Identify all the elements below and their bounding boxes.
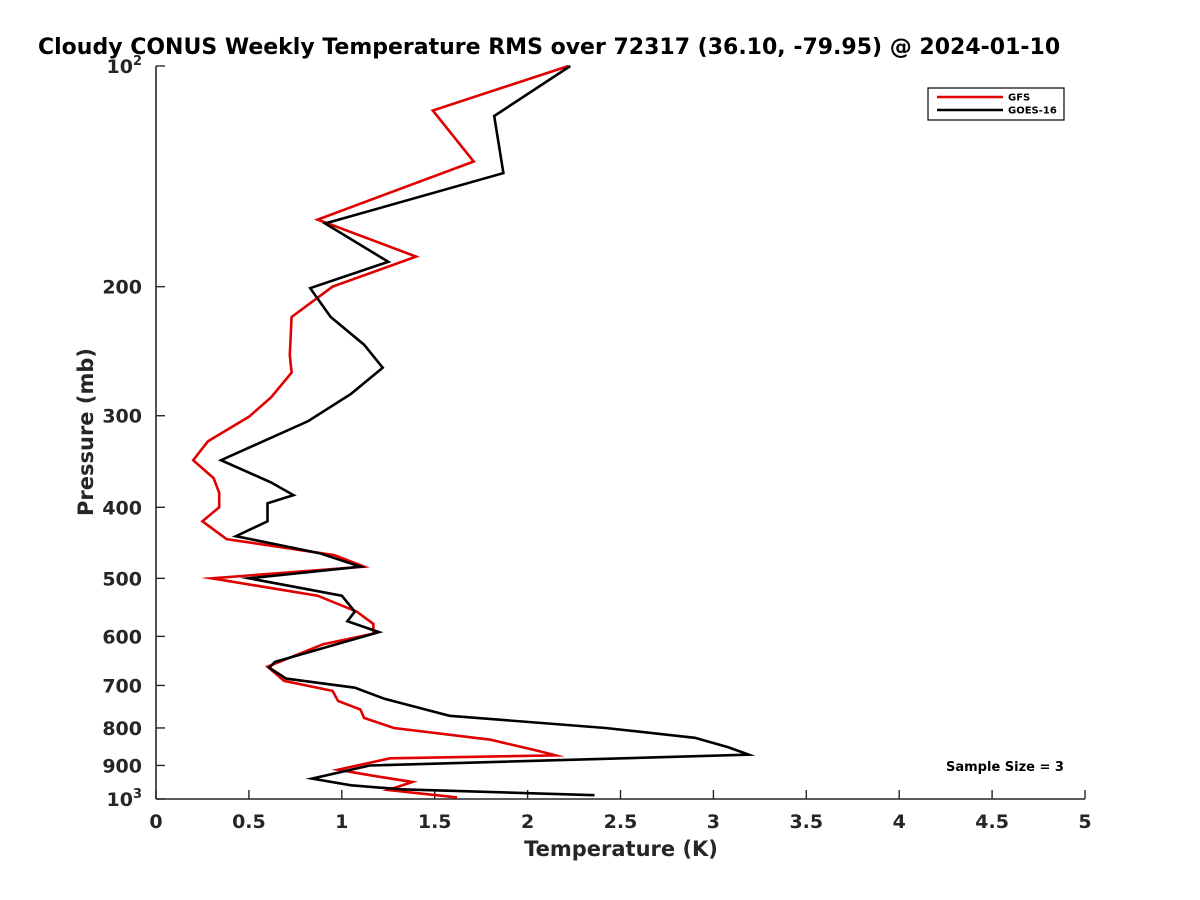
legend-label: GOES-16	[1008, 106, 1057, 117]
y-tick-label: 400	[102, 497, 142, 519]
x-tick-label: 1	[335, 811, 348, 833]
series-line-goes-16	[217, 64, 756, 797]
sample-size-annotation: Sample Size = 3	[946, 760, 1064, 775]
legend-label: GFS	[1008, 93, 1030, 104]
x-tick-label: 0	[149, 811, 162, 833]
axes: 0 0.5 1 1.5 2 2.5 3 3.5 4 4.5 5 102 200 300 400 500 600 7…	[102, 54, 1091, 833]
x-tick-label: 3	[707, 811, 720, 833]
y-tick-label: 900	[102, 755, 142, 777]
y-tick-label: 700	[102, 675, 142, 697]
y-tick-label: 500	[102, 568, 142, 590]
y-tick-label: 200	[102, 277, 142, 299]
x-axis-title: Temperature (K)	[524, 837, 718, 861]
x-tick-label: 4.5	[975, 811, 1009, 833]
x-tick-label: 2	[521, 811, 534, 833]
y-tick-label: 600	[102, 626, 142, 648]
y-tick-label: 103	[107, 787, 143, 811]
legend: GFS GOES-16	[927, 87, 1065, 121]
x-tick-label: 5	[1078, 811, 1091, 833]
y-axis-title: Pressure (mb)	[74, 348, 98, 516]
y-tick-label: 300	[102, 406, 142, 428]
x-tick-label: 2.5	[604, 811, 638, 833]
x-tick-label: 4	[893, 811, 906, 833]
series-layer	[191, 64, 756, 799]
x-tick-label: 0.5	[232, 811, 266, 833]
x-tick-label: 1.5	[418, 811, 452, 833]
series-line-gfs	[191, 64, 569, 799]
legend-box	[927, 87, 1065, 121]
y-tick-label: 800	[102, 718, 142, 740]
chart-title: Cloudy CONUS Weekly Temperature RMS over…	[38, 35, 1060, 60]
y-tick-label: 102	[107, 54, 143, 78]
x-tick-label: 3.5	[789, 811, 823, 833]
